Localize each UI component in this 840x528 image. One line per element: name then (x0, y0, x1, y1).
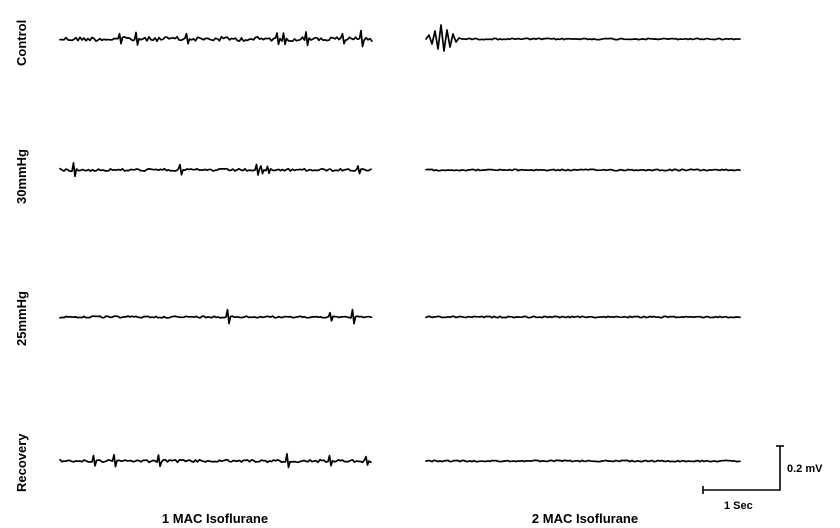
scale-bar: 0.2 mV 1 Sec (702, 445, 823, 512)
column-label-1mac: 1 MAC Isoflurane (162, 511, 268, 526)
row-label-25mmhg: 25mmHg (14, 291, 29, 346)
eeg-trace-row1-col2 (425, 24, 741, 52)
trace-group (59, 24, 741, 469)
scale-bar-time-label: 1 Sec (724, 500, 753, 512)
eeg-trace-row3-col1 (59, 308, 373, 325)
scale-bar-lines (703, 446, 781, 491)
eeg-trace-row2-col1 (59, 162, 372, 178)
eeg-trace-row1-col1 (59, 29, 373, 48)
scale-bar-voltage-label: 0.2 mV (787, 463, 823, 475)
eeg-trace-row3-col2 (425, 315, 741, 319)
eeg-trace-row4-col2 (425, 459, 741, 463)
eeg-trace-row4-col1 (59, 453, 372, 469)
column-label-2mac: 2 MAC Isoflurane (532, 511, 638, 526)
eeg-trace-row2-col2 (425, 168, 741, 172)
row-label-30mmhg: 30mmHg (14, 149, 29, 204)
row-label-recovery: Recovery (14, 433, 29, 492)
row-label-control: Control (14, 20, 29, 66)
